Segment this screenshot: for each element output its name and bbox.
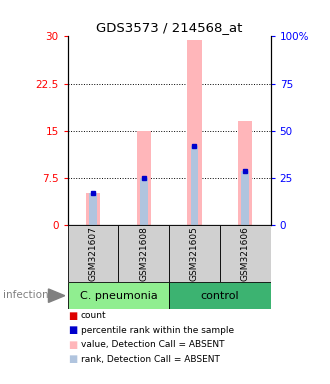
Text: GSM321606: GSM321606 xyxy=(241,226,250,281)
Bar xyxy=(89,193,97,225)
Text: value, Detection Call = ABSENT: value, Detection Call = ABSENT xyxy=(81,340,224,349)
Bar xyxy=(241,171,249,225)
Text: ■: ■ xyxy=(68,340,77,350)
Bar xyxy=(187,40,202,225)
Text: ■: ■ xyxy=(68,311,77,321)
Bar xyxy=(137,131,151,225)
Bar xyxy=(86,193,100,225)
Bar xyxy=(238,121,252,225)
Text: infection: infection xyxy=(3,290,49,300)
Bar xyxy=(68,282,169,309)
Title: GDS3573 / 214568_at: GDS3573 / 214568_at xyxy=(96,21,242,34)
Text: GSM321607: GSM321607 xyxy=(88,226,98,281)
Text: GSM321605: GSM321605 xyxy=(190,226,199,281)
Bar xyxy=(191,146,198,225)
Text: C. pneumonia: C. pneumonia xyxy=(80,291,157,301)
Bar xyxy=(169,225,220,282)
Text: rank, Detection Call = ABSENT: rank, Detection Call = ABSENT xyxy=(81,355,220,364)
Bar xyxy=(68,225,118,282)
Text: percentile rank within the sample: percentile rank within the sample xyxy=(81,326,234,335)
Text: ■: ■ xyxy=(68,354,77,364)
Text: count: count xyxy=(81,311,107,320)
Text: ■: ■ xyxy=(68,325,77,335)
Polygon shape xyxy=(49,289,65,303)
Bar xyxy=(118,225,169,282)
Bar xyxy=(220,225,271,282)
Bar xyxy=(169,282,271,309)
Text: GSM321608: GSM321608 xyxy=(139,226,148,281)
Bar xyxy=(140,178,148,225)
Text: control: control xyxy=(201,291,239,301)
